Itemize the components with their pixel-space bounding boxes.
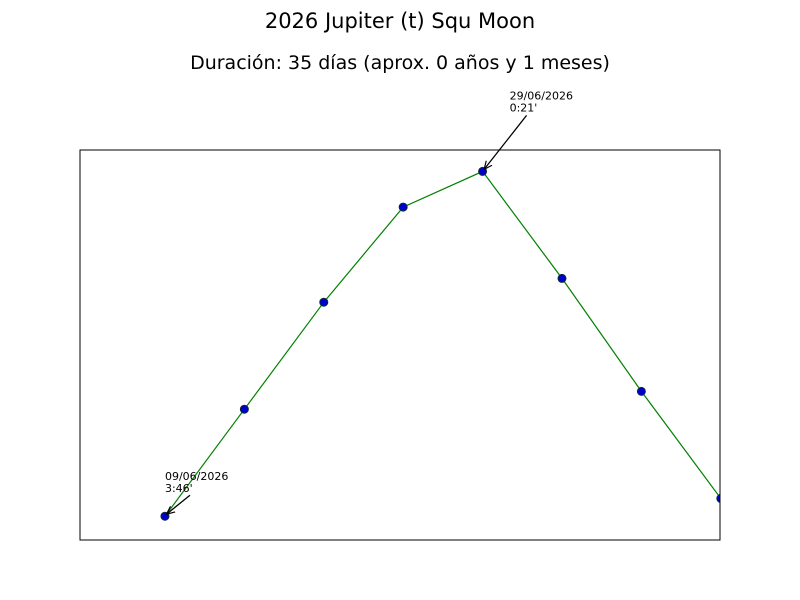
plot-area <box>160 166 720 521</box>
annotation-arrow <box>484 115 528 169</box>
data-point <box>636 386 646 396</box>
data-point <box>239 404 249 414</box>
annotation-line: 09/06/2026 <box>165 470 228 483</box>
annotation-label: 29/06/2026 0:21' <box>510 89 573 114</box>
annotation-line: 3:46' <box>165 482 193 495</box>
data-point <box>557 273 567 283</box>
plot-frame <box>79 149 721 541</box>
data-point <box>716 493 720 503</box>
annotation-arrow <box>166 494 191 514</box>
annotation-label: 09/06/2026 3:46' <box>165 470 228 495</box>
chart-title: 2026 Jupiter (t) Squ Moon <box>265 9 535 33</box>
series-line <box>164 170 720 517</box>
annotations: 09/06/2026 3:46' 29/06/2026 0:21' <box>165 89 573 514</box>
chart-subtitle: Duración: 35 días (aprox. 0 años y 1 mes… <box>190 52 610 74</box>
annotation-line: 29/06/2026 <box>510 89 573 102</box>
data-point <box>319 297 329 307</box>
data-point <box>398 202 408 212</box>
annotation-line: 0:21' <box>510 101 538 114</box>
